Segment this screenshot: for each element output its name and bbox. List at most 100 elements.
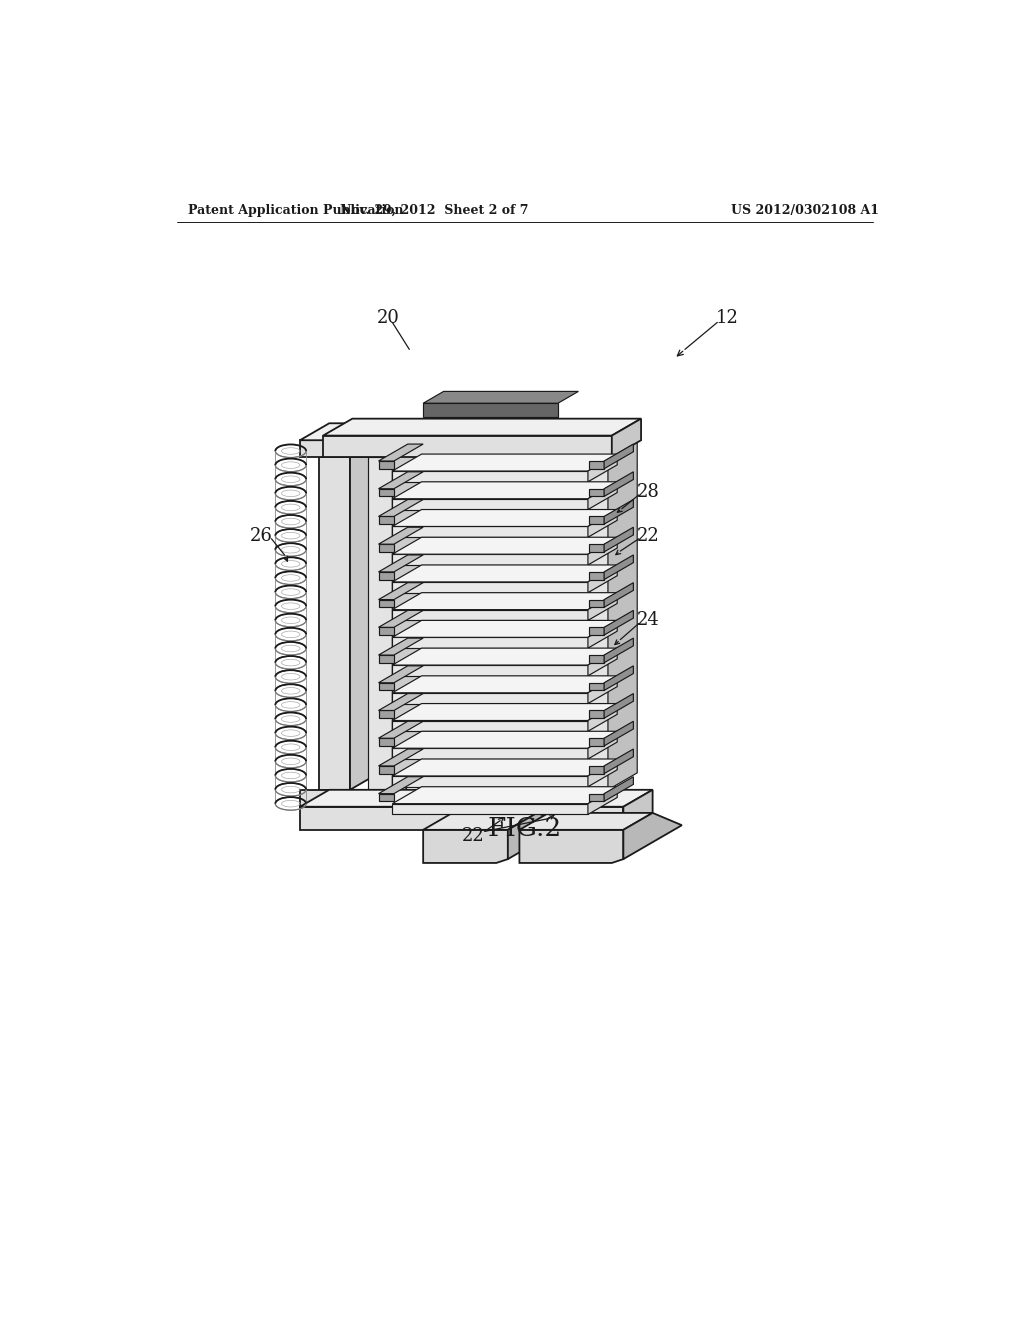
Polygon shape xyxy=(604,582,634,607)
Polygon shape xyxy=(392,648,617,665)
Polygon shape xyxy=(588,537,617,565)
Polygon shape xyxy=(611,418,641,457)
Text: 22: 22 xyxy=(462,828,484,845)
Polygon shape xyxy=(379,710,394,718)
Polygon shape xyxy=(379,638,423,655)
Polygon shape xyxy=(379,776,423,793)
Polygon shape xyxy=(588,620,617,648)
Polygon shape xyxy=(604,721,634,746)
Polygon shape xyxy=(588,510,617,537)
Polygon shape xyxy=(604,444,634,469)
Polygon shape xyxy=(368,457,392,789)
Polygon shape xyxy=(588,731,617,759)
Polygon shape xyxy=(379,444,423,461)
Polygon shape xyxy=(392,676,617,693)
Polygon shape xyxy=(392,499,588,510)
Polygon shape xyxy=(392,610,588,620)
Text: 20: 20 xyxy=(377,309,400,327)
Text: FIG.2: FIG.2 xyxy=(487,816,562,841)
Polygon shape xyxy=(519,813,652,830)
Polygon shape xyxy=(589,627,604,635)
Text: 12: 12 xyxy=(716,309,738,327)
Polygon shape xyxy=(604,665,634,690)
Polygon shape xyxy=(392,731,617,748)
Polygon shape xyxy=(392,638,588,648)
Polygon shape xyxy=(377,774,407,807)
Polygon shape xyxy=(519,830,624,863)
Text: Patent Application Publication: Patent Application Publication xyxy=(188,205,403,218)
Polygon shape xyxy=(588,759,617,787)
Polygon shape xyxy=(588,787,617,814)
Polygon shape xyxy=(379,665,423,682)
Polygon shape xyxy=(589,710,604,718)
Polygon shape xyxy=(624,789,652,830)
Polygon shape xyxy=(323,418,641,436)
Polygon shape xyxy=(300,789,652,807)
Polygon shape xyxy=(392,665,588,676)
Polygon shape xyxy=(588,648,617,676)
Polygon shape xyxy=(392,471,588,482)
Polygon shape xyxy=(392,441,422,789)
Polygon shape xyxy=(589,682,604,690)
Polygon shape xyxy=(423,392,579,404)
Polygon shape xyxy=(379,610,423,627)
Polygon shape xyxy=(379,655,394,663)
Polygon shape xyxy=(604,499,634,524)
Polygon shape xyxy=(379,748,423,766)
Polygon shape xyxy=(379,599,394,607)
Polygon shape xyxy=(589,516,604,524)
Polygon shape xyxy=(589,544,604,552)
Text: 28: 28 xyxy=(637,483,659,500)
Polygon shape xyxy=(300,424,407,441)
Polygon shape xyxy=(589,793,604,801)
Polygon shape xyxy=(392,510,617,527)
Polygon shape xyxy=(379,693,423,710)
Polygon shape xyxy=(379,766,394,774)
Polygon shape xyxy=(300,441,377,457)
Polygon shape xyxy=(392,776,588,787)
Polygon shape xyxy=(392,693,588,704)
Polygon shape xyxy=(392,454,617,471)
Polygon shape xyxy=(604,693,634,718)
Polygon shape xyxy=(379,544,394,552)
Polygon shape xyxy=(423,830,508,863)
Polygon shape xyxy=(392,721,588,731)
Polygon shape xyxy=(392,527,588,537)
Polygon shape xyxy=(379,488,394,496)
Polygon shape xyxy=(508,813,566,859)
Polygon shape xyxy=(392,704,617,721)
Polygon shape xyxy=(588,593,617,620)
Polygon shape xyxy=(608,441,637,789)
Polygon shape xyxy=(588,482,617,510)
Polygon shape xyxy=(392,565,617,582)
Polygon shape xyxy=(589,655,604,663)
Polygon shape xyxy=(604,610,634,635)
Polygon shape xyxy=(379,738,394,746)
Text: Nov. 29, 2012  Sheet 2 of 7: Nov. 29, 2012 Sheet 2 of 7 xyxy=(340,205,529,218)
Polygon shape xyxy=(588,565,617,593)
Polygon shape xyxy=(604,527,634,552)
Polygon shape xyxy=(379,461,394,469)
Polygon shape xyxy=(589,461,604,469)
Polygon shape xyxy=(392,537,617,554)
Polygon shape xyxy=(379,793,394,801)
Polygon shape xyxy=(589,488,604,496)
Text: 22: 22 xyxy=(637,527,659,545)
Polygon shape xyxy=(392,759,617,776)
Polygon shape xyxy=(379,527,423,544)
Polygon shape xyxy=(392,482,617,499)
Polygon shape xyxy=(604,748,634,774)
Polygon shape xyxy=(589,572,604,579)
Polygon shape xyxy=(604,471,634,496)
Polygon shape xyxy=(588,454,617,482)
Text: US 2012/0302108 A1: US 2012/0302108 A1 xyxy=(731,205,880,218)
Polygon shape xyxy=(423,813,538,830)
Polygon shape xyxy=(588,676,617,704)
Polygon shape xyxy=(392,593,617,610)
Text: 26: 26 xyxy=(250,527,273,545)
Polygon shape xyxy=(392,582,588,593)
Polygon shape xyxy=(379,471,423,488)
Polygon shape xyxy=(392,620,617,638)
Polygon shape xyxy=(604,554,634,579)
Polygon shape xyxy=(624,813,682,859)
